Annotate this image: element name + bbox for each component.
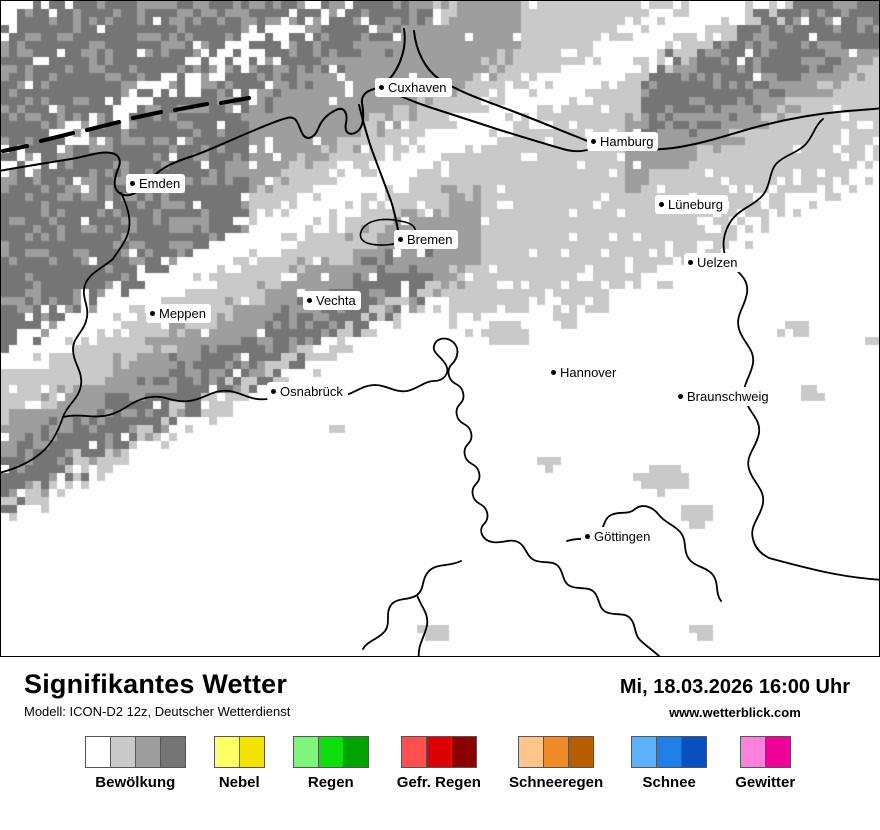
city-dot-icon xyxy=(551,370,556,375)
footer-top: Signifikantes Wetter Modell: ICON-D2 12z… xyxy=(0,657,880,720)
legend-swatch xyxy=(159,736,186,768)
city-label: Cuxhaven xyxy=(388,80,447,95)
legend-group-schnee: Schnee xyxy=(631,736,708,791)
city-label: Uelzen xyxy=(697,255,738,270)
city-dot-icon xyxy=(130,181,135,186)
city-dot-icon xyxy=(591,139,596,144)
city-label: Hannover xyxy=(560,365,617,380)
legend-swatch xyxy=(84,736,111,768)
city-label: Vechta xyxy=(316,293,356,308)
elbe-south-bank-path xyxy=(380,86,594,153)
legend-swatch xyxy=(739,736,766,768)
legend-scale xyxy=(213,736,265,768)
city-label: Hamburg xyxy=(600,134,654,149)
city-dot-icon xyxy=(678,394,683,399)
website: www.wetterblick.com xyxy=(669,705,801,720)
eastern-border-path xyxy=(726,260,879,581)
footer: Signifikantes Wetter Modell: ICON-D2 12z… xyxy=(0,657,880,829)
city-marker-vechta: Vechta xyxy=(303,291,361,310)
weather-map: Cuxhaven Hamburg Emden Lüneburg Bremen Uelzen… xyxy=(0,0,880,657)
legend-swatch xyxy=(568,736,595,768)
legend-swatch xyxy=(450,736,477,768)
legend-label: Regen xyxy=(307,774,354,791)
city-marker-emden: Emden xyxy=(126,174,186,193)
legend-group-nebel: Nebel xyxy=(213,736,265,791)
city-marker-bremen: Bremen xyxy=(394,230,458,249)
map-borders-svg xyxy=(1,28,879,656)
legend-swatch xyxy=(764,736,791,768)
legend-scale xyxy=(739,736,791,768)
bottom-border-path-1 xyxy=(362,560,462,650)
legend-swatch xyxy=(317,736,344,768)
legend-group-gefr-regen: Gefr. Regen xyxy=(397,736,481,791)
legend-swatch xyxy=(543,736,570,768)
city-marker-hamburg: Hamburg xyxy=(587,132,659,151)
islands-path xyxy=(1,96,251,153)
legend: Bewölkung Nebel Regen Gefr. Regen Schneerege… xyxy=(0,736,880,791)
legend-label: Schnee xyxy=(642,774,696,791)
legend-group-regen: Regen xyxy=(292,736,369,791)
city-marker-meppen: Meppen xyxy=(146,304,211,323)
legend-label: Gewitter xyxy=(735,774,796,791)
legend-label: Gefr. Regen xyxy=(396,774,481,791)
bottom-border-path-2 xyxy=(416,594,429,656)
legend-scale xyxy=(631,736,708,768)
legend-scale xyxy=(400,736,477,768)
eastern-border-north-path xyxy=(722,118,824,262)
footer-right: Mi, 18.03.2026 16:00 Uhr www.wetterblick… xyxy=(620,669,850,720)
datetime: Mi, 18.03.2026 16:00 Uhr xyxy=(619,676,850,698)
legend-scale xyxy=(518,736,595,768)
legend-swatch xyxy=(238,736,265,768)
city-marker-braunschweig: Braunschweig xyxy=(674,387,774,406)
page-title: Signifikantes Wetter xyxy=(24,669,288,699)
legend-group-bew-lkung: Bewölkung xyxy=(84,736,186,791)
legend-swatch xyxy=(681,736,708,768)
city-marker-göttingen: Göttingen xyxy=(581,527,656,546)
legend-scale xyxy=(84,736,186,768)
legend-swatch xyxy=(656,736,683,768)
city-marker-uelzen: Uelzen xyxy=(684,253,743,272)
city-dot-icon xyxy=(307,298,312,303)
city-label: Lüneburg xyxy=(668,197,723,212)
goettingen-border-path xyxy=(566,505,722,602)
legend-swatch xyxy=(109,736,136,768)
legend-swatch xyxy=(342,736,369,768)
legend-scale xyxy=(292,736,369,768)
city-label: Osnabrück xyxy=(280,384,343,399)
legend-swatch xyxy=(400,736,427,768)
legend-swatch xyxy=(292,736,319,768)
city-dot-icon xyxy=(585,534,590,539)
legend-label: Bewölkung xyxy=(95,774,176,791)
legend-label: Schneeregen xyxy=(508,774,604,791)
legend-swatch xyxy=(134,736,161,768)
city-dot-icon xyxy=(271,389,276,394)
city-label: Bremen xyxy=(407,232,453,247)
city-dot-icon xyxy=(688,260,693,265)
city-marker-lüneburg: Lüneburg xyxy=(655,195,728,214)
city-marker-cuxhaven: Cuxhaven xyxy=(375,78,452,97)
city-dot-icon xyxy=(659,202,664,207)
legend-swatch xyxy=(425,736,452,768)
legend-swatch xyxy=(631,736,658,768)
city-label: Emden xyxy=(139,176,181,191)
city-dot-icon xyxy=(150,311,155,316)
legend-swatch xyxy=(213,736,240,768)
legend-swatch xyxy=(518,736,545,768)
city-label: Braunschweig xyxy=(687,389,769,404)
city-dot-icon xyxy=(379,85,384,90)
coastline-path xyxy=(1,28,406,197)
legend-group-schneeregen: Schneeregen xyxy=(509,736,603,791)
model-info: Modell: ICON-D2 12z, Deutscher Wetterdie… xyxy=(24,704,291,719)
legend-label: Nebel xyxy=(218,774,260,791)
legend-group-gewitter: Gewitter xyxy=(735,736,795,791)
city-marker-hannover: Hannover xyxy=(547,363,622,382)
city-dot-icon xyxy=(398,237,403,242)
footer-left: Signifikantes Wetter Modell: ICON-D2 12z… xyxy=(24,669,290,719)
southern-border-path xyxy=(62,337,661,656)
city-marker-osnabrück: Osnabrück xyxy=(267,382,348,401)
city-label: Göttingen xyxy=(594,529,651,544)
city-label: Meppen xyxy=(159,306,206,321)
dutch-border-path xyxy=(1,192,131,474)
weser-river-path xyxy=(358,104,400,236)
